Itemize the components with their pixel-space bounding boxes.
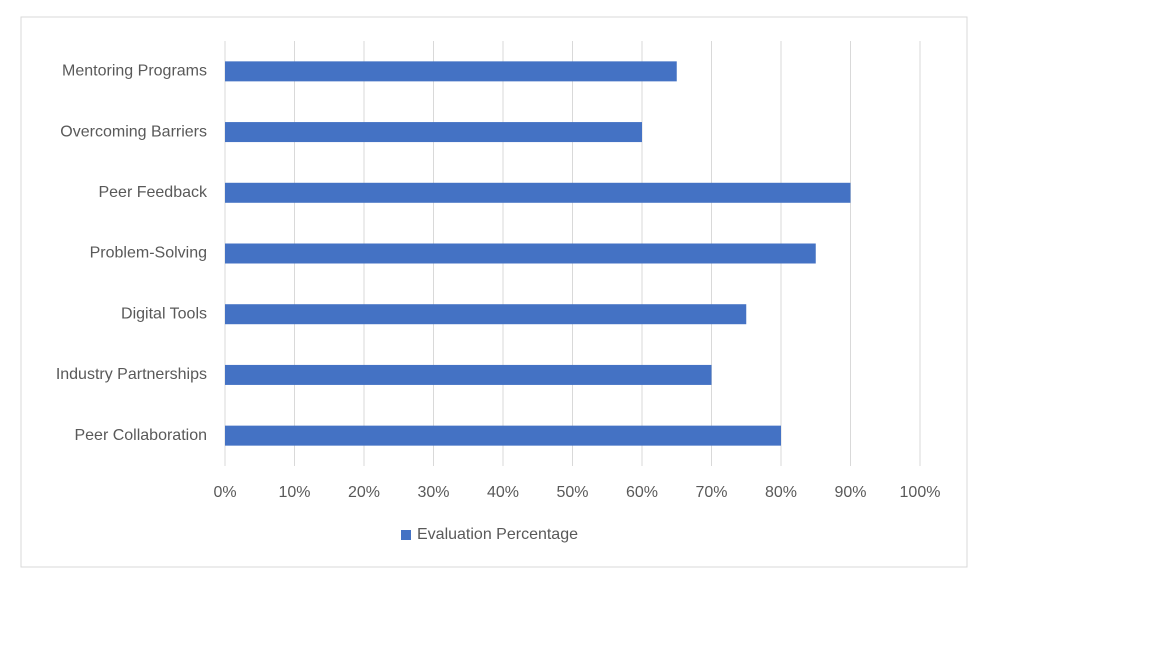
x-tick-label: 80% <box>765 484 797 501</box>
bar <box>225 243 816 264</box>
x-tick-label: 70% <box>695 484 727 501</box>
x-tick-label: 100% <box>900 484 941 501</box>
y-tick-label: Digital Tools <box>121 305 207 322</box>
chart-frame <box>20 16 968 568</box>
y-tick-label: Overcoming Barriers <box>60 123 207 140</box>
y-tick-label: Industry Partnerships <box>56 366 207 383</box>
x-tick-label: 0% <box>213 484 236 501</box>
bar <box>225 61 677 82</box>
x-tick-label: 60% <box>626 484 658 501</box>
x-tick-label: 90% <box>834 484 866 501</box>
bar <box>225 182 851 203</box>
x-tick-label: 20% <box>348 484 380 501</box>
bar <box>225 425 781 446</box>
y-tick-label: Problem-Solving <box>90 245 207 262</box>
y-tick-label: Peer Collaboration <box>74 427 207 444</box>
y-tick-label: Mentoring Programs <box>62 63 207 80</box>
x-tick-label: 10% <box>278 484 310 501</box>
bar <box>225 304 747 325</box>
bar <box>225 122 642 143</box>
x-tick-label: 30% <box>417 484 449 501</box>
x-tick-label: 40% <box>487 484 519 501</box>
legend-swatch <box>401 530 411 540</box>
bar <box>225 364 712 385</box>
y-tick-label: Peer Feedback <box>98 184 208 201</box>
x-tick-label: 50% <box>556 484 588 501</box>
legend-label: Evaluation Percentage <box>417 526 578 543</box>
